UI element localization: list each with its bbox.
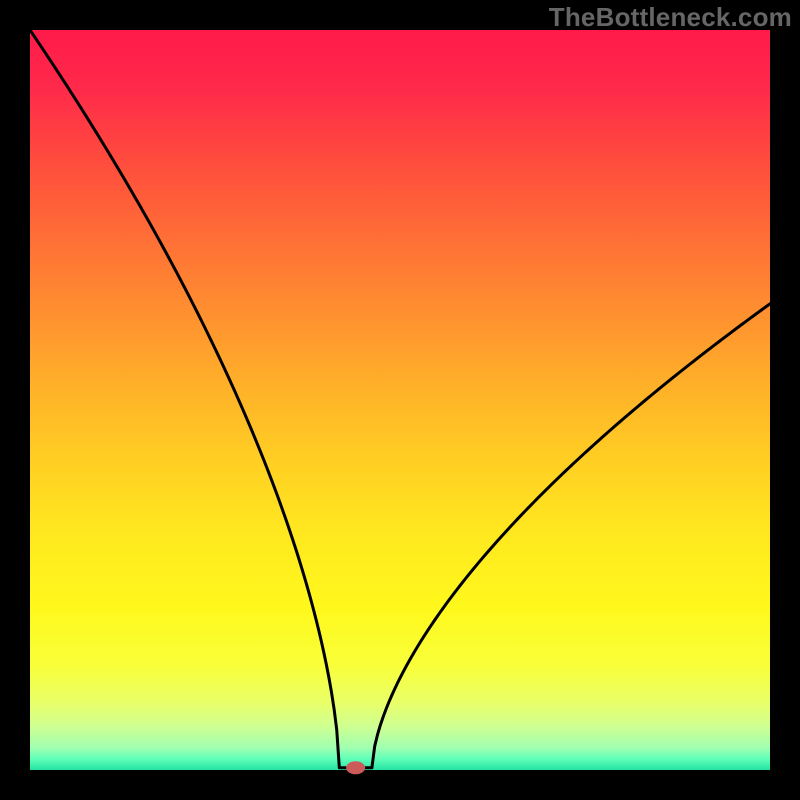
bottleneck-chart xyxy=(0,0,800,800)
plot-background xyxy=(30,30,770,770)
watermark-text: TheBottleneck.com xyxy=(549,2,792,33)
optimum-marker xyxy=(347,762,365,774)
chart-container: TheBottleneck.com xyxy=(0,0,800,800)
